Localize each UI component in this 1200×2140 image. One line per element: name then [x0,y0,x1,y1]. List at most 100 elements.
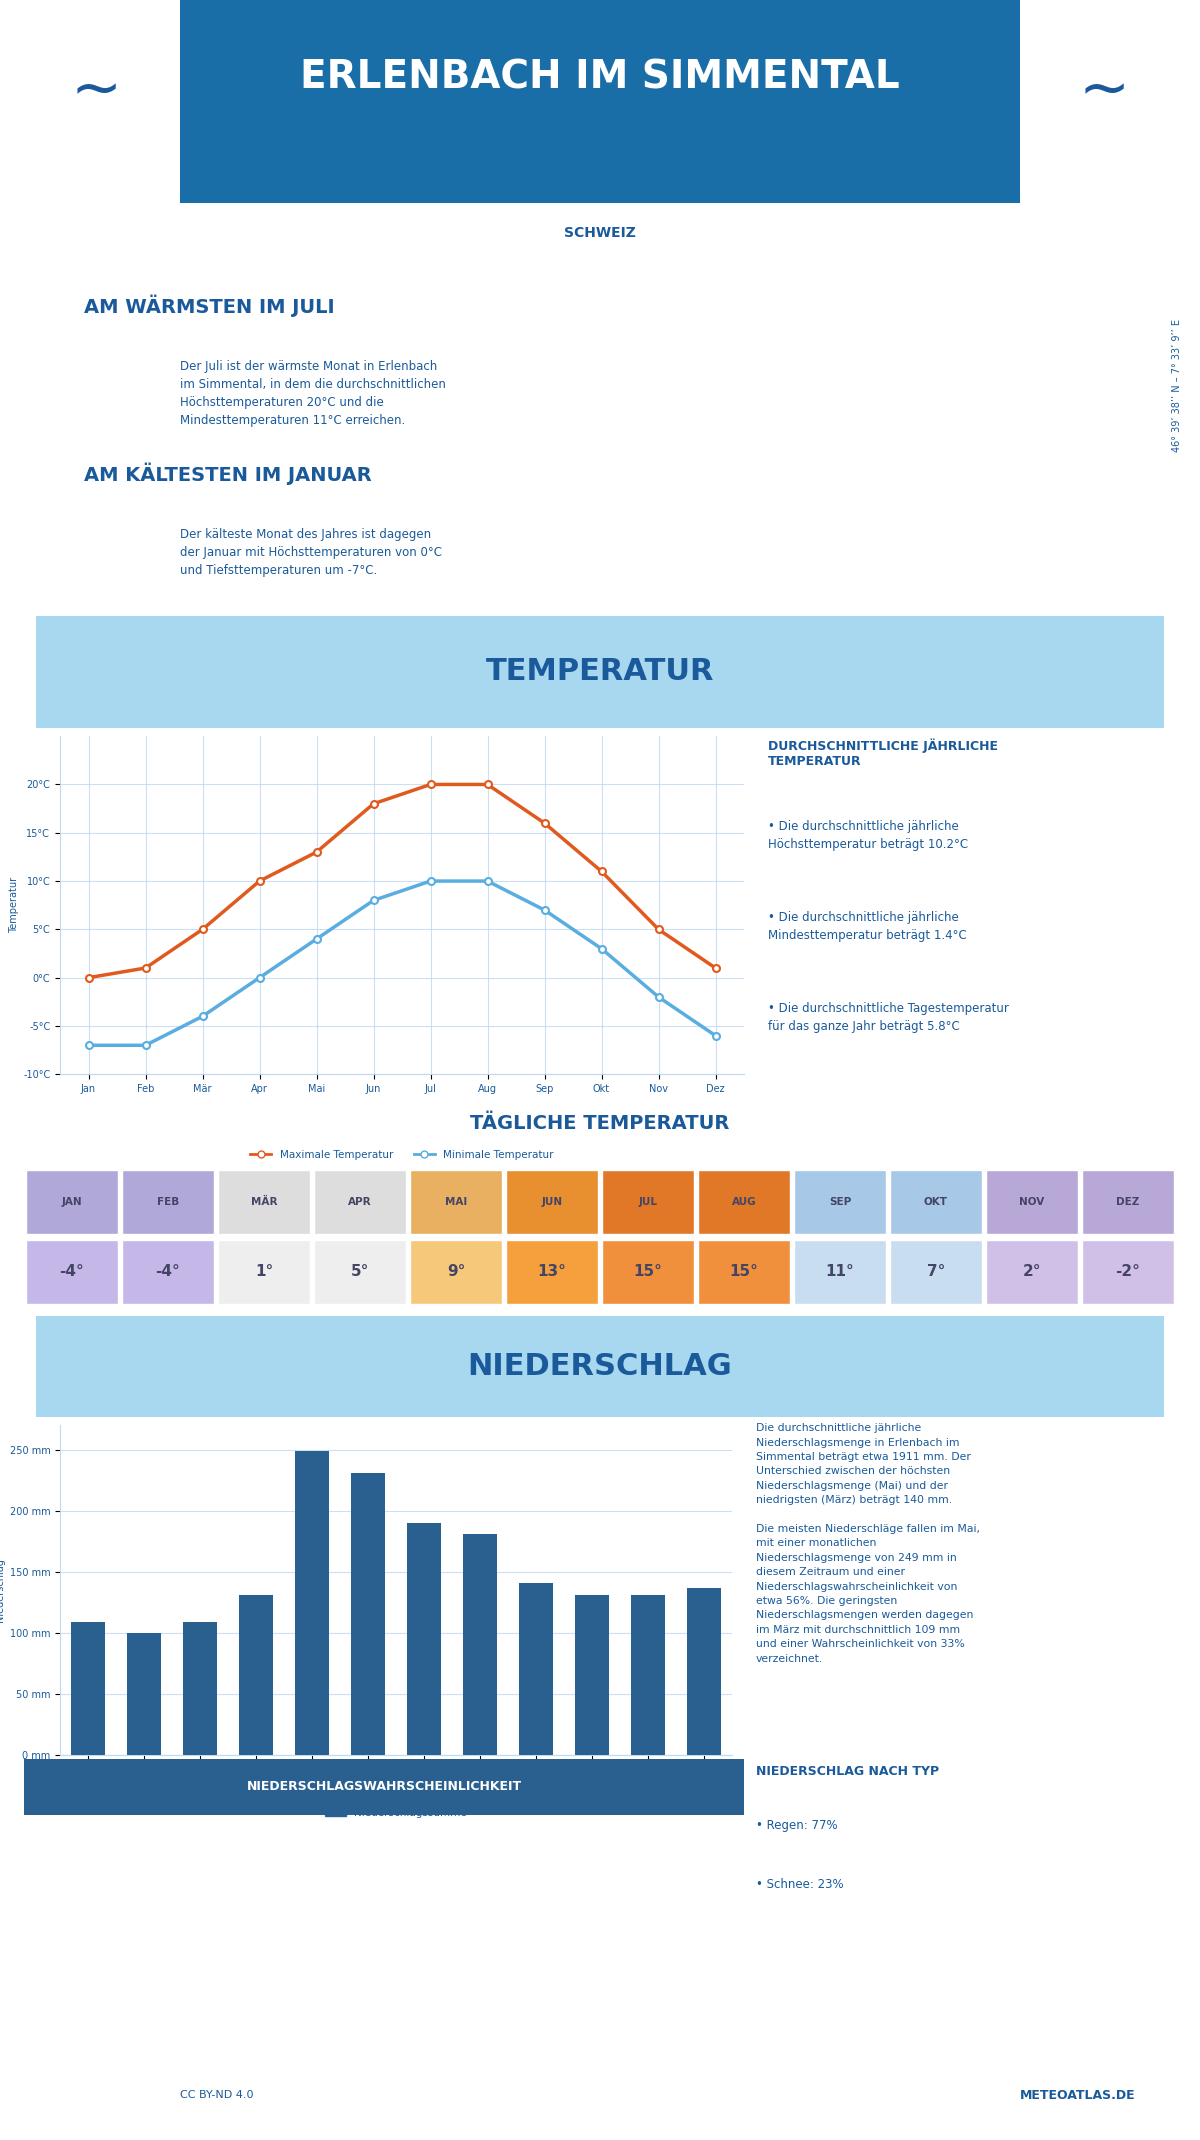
Text: • Die durchschnittliche jährliche
Mindesttemperatur beträgt 1.4°C: • Die durchschnittliche jährliche Mindes… [768,912,967,942]
Text: TEMPERATUR: TEMPERATUR [486,657,714,687]
Text: 40%: 40% [37,1847,71,1860]
Text: -4°: -4° [156,1265,180,1280]
Text: JUN: JUN [541,1196,563,1207]
Polygon shape [180,0,1020,263]
Bar [520,1584,553,1755]
Text: DURCHSCHNITTLICHE JÄHRLICHE
TEMPERATUR: DURCHSCHNITTLICHE JÄHRLICHE TEMPERATUR [768,738,998,768]
Text: NIEDERSCHLAG: NIEDERSCHLAG [468,1352,732,1380]
Text: -4°: -4° [60,1265,84,1280]
Text: MAI: MAI [445,1196,467,1207]
Text: ERLENBACH IM SIMMENTAL: ERLENBACH IM SIMMENTAL [300,58,900,96]
Text: JUL: JUL [406,1909,422,1920]
Text: OKT: OKT [583,1909,605,1920]
FancyBboxPatch shape [410,1239,502,1303]
FancyBboxPatch shape [602,1239,694,1303]
Text: FEB: FEB [103,1909,125,1920]
Text: 7°: 7° [926,1265,946,1280]
Text: TÄGLICHE TEMPERATUR: TÄGLICHE TEMPERATUR [470,1115,730,1132]
FancyBboxPatch shape [218,1239,310,1303]
FancyBboxPatch shape [890,1171,982,1235]
Text: SEP: SEP [523,1909,545,1920]
Text: 9°: 9° [446,1265,466,1280]
FancyBboxPatch shape [314,1171,406,1235]
FancyBboxPatch shape [890,1239,982,1303]
FancyBboxPatch shape [218,1171,310,1235]
Text: 40%: 40% [697,1847,731,1860]
Text: • Die durchschnittliche Tagestemperatur
für das ganze Jahr beträgt 5.8°C: • Die durchschnittliche Tagestemperatur … [768,1002,1009,1034]
Text: FEB: FEB [157,1196,179,1207]
Text: JUN: JUN [344,1909,364,1920]
FancyBboxPatch shape [314,1239,406,1303]
Text: 46° 39’ 38’’ N – 7° 33’ 9’’ E: 46° 39’ 38’’ N – 7° 33’ 9’’ E [1172,319,1182,452]
Bar [352,1472,385,1755]
FancyBboxPatch shape [986,1239,1078,1303]
Bar [407,1524,440,1755]
Text: AUG: AUG [462,1909,486,1920]
FancyBboxPatch shape [602,1171,694,1235]
Text: 35%: 35% [577,1847,611,1860]
Text: NOV: NOV [1019,1196,1045,1207]
Text: AM KÄLTESTEN IM JANUAR: AM KÄLTESTEN IM JANUAR [84,462,372,486]
FancyBboxPatch shape [506,1239,598,1303]
Text: 56%: 56% [277,1847,311,1860]
Text: 54%: 54% [337,1847,371,1860]
FancyBboxPatch shape [26,1239,118,1303]
Bar [184,1622,217,1755]
Bar [71,1622,104,1755]
Text: NIEDERSCHLAG NACH TYP: NIEDERSCHLAG NACH TYP [756,1766,940,1778]
Text: 33%: 33% [157,1847,191,1860]
Text: APR: APR [223,1909,245,1920]
Bar [463,1534,497,1755]
Text: 1°: 1° [254,1265,274,1280]
Text: • Die durchschnittliche jährliche
Höchsttemperatur beträgt 10.2°C: • Die durchschnittliche jährliche Höchst… [768,820,968,852]
Text: • Schnee: 23%: • Schnee: 23% [756,1877,844,1890]
Text: MÄR: MÄR [162,1909,186,1920]
FancyBboxPatch shape [698,1239,790,1303]
Text: 46%: 46% [397,1847,431,1860]
Text: 42%: 42% [457,1847,491,1860]
FancyBboxPatch shape [13,1314,1187,1419]
Text: 15°: 15° [730,1265,758,1280]
Y-axis label: Niederschlag: Niederschlag [0,1558,5,1622]
FancyBboxPatch shape [698,1171,790,1235]
Text: 38%: 38% [217,1847,251,1860]
FancyBboxPatch shape [26,1171,118,1235]
Legend: Niederschlagssumme: Niederschlagssumme [320,1804,472,1821]
Bar [239,1594,272,1755]
Text: AUG: AUG [732,1196,756,1207]
Text: METEOATLAS.DE: METEOATLAS.DE [1020,2089,1135,2101]
Text: 34%: 34% [637,1847,671,1860]
Text: DEZ: DEZ [703,1909,725,1920]
Text: DEZ: DEZ [1116,1196,1140,1207]
Text: JUL: JUL [638,1196,658,1207]
FancyBboxPatch shape [410,1171,502,1235]
Text: MAI: MAI [283,1909,305,1920]
Text: NOV: NOV [642,1909,666,1920]
Bar [127,1633,161,1755]
Y-axis label: Temperatur: Temperatur [8,877,19,933]
FancyBboxPatch shape [506,1171,598,1235]
Text: Der kälteste Monat des Jahres ist dagegen
der Januar mit Höchsttemperaturen von : Der kälteste Monat des Jahres ist dagege… [180,529,442,576]
Bar [631,1594,665,1755]
Text: Die durchschnittliche jährliche
Niederschlagsmenge in Erlenbach im
Simmental bet: Die durchschnittliche jährliche Niedersc… [756,1423,980,1663]
Text: 38%: 38% [517,1847,551,1860]
FancyBboxPatch shape [1082,1171,1174,1235]
FancyBboxPatch shape [122,1239,214,1303]
FancyBboxPatch shape [794,1171,886,1235]
FancyBboxPatch shape [13,614,1187,730]
FancyBboxPatch shape [1082,1239,1174,1303]
Text: 2°: 2° [1022,1265,1042,1280]
Text: SEP: SEP [829,1196,851,1207]
FancyBboxPatch shape [17,1759,751,1815]
Text: 15°: 15° [634,1265,662,1280]
Text: Der Juli ist der wärmste Monat in Erlenbach
im Simmental, in dem die durchschnit: Der Juli ist der wärmste Monat in Erlenb… [180,360,446,428]
Text: OKT: OKT [924,1196,948,1207]
Bar [295,1451,329,1755]
FancyBboxPatch shape [986,1171,1078,1235]
Text: -2°: -2° [1116,1265,1140,1280]
Bar [688,1588,721,1755]
Text: 5°: 5° [350,1265,370,1280]
Text: AM WÄRMSTEN IM JULI: AM WÄRMSTEN IM JULI [84,295,335,317]
Text: NIEDERSCHLAGSWAHRSCHEINLICHKEIT: NIEDERSCHLAGSWAHRSCHEINLICHKEIT [246,1780,522,1793]
Text: CC BY-ND 4.0: CC BY-ND 4.0 [180,2091,253,2099]
